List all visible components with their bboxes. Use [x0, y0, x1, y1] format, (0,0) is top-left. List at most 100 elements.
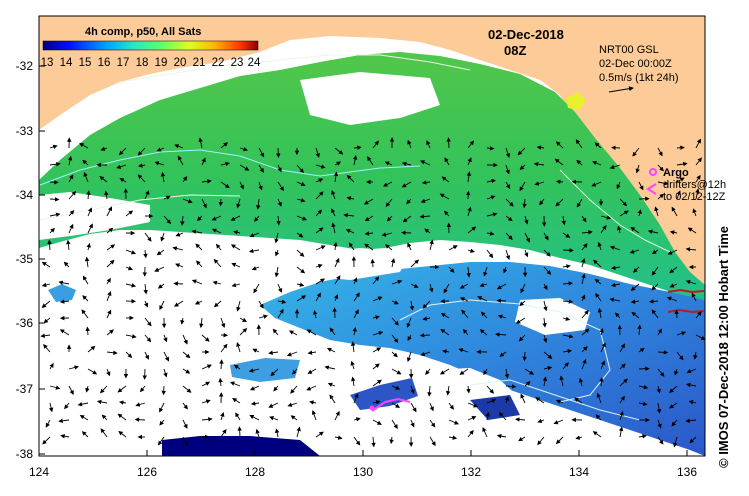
current-vector: [539, 198, 545, 206]
current-vector: [201, 334, 210, 342]
current-vector: [669, 266, 678, 274]
current-vector: [315, 278, 325, 285]
current-vector: [272, 328, 279, 336]
current-vector: [692, 208, 697, 217]
current-vector: [307, 350, 317, 355]
current-vector: [576, 198, 583, 208]
current-vector: [594, 142, 602, 149]
current-vector: [536, 145, 545, 150]
current-vector: [231, 282, 241, 288]
isotherm: [559, 169, 671, 253]
sst-warm-region: [39, 52, 705, 300]
current-vector: [619, 378, 628, 387]
current-vector: [236, 198, 241, 209]
current-vector: [157, 283, 165, 289]
current-vector: [236, 342, 241, 353]
current-vector: [87, 368, 98, 375]
current-vector: [517, 147, 526, 156]
current-vector: [480, 311, 488, 319]
colorbar-tick: 17: [117, 57, 130, 69]
current-vector: [353, 309, 359, 319]
current-vector: [48, 402, 54, 413]
current-vector: [79, 415, 89, 421]
current-vector: [424, 228, 431, 234]
current-vector: [201, 399, 211, 404]
current-vector: [429, 436, 436, 447]
lat-label: -34: [16, 188, 34, 202]
current-vector: [669, 402, 678, 409]
current-vector: [143, 249, 148, 259]
current-vector: [220, 412, 225, 421]
current-vector: [201, 198, 207, 209]
current-vector: [609, 297, 621, 303]
current-vector: [353, 145, 362, 150]
current-vector: [574, 397, 583, 404]
current-vector: [428, 283, 434, 293]
current-vector: [273, 385, 279, 392]
current-vector: [182, 368, 191, 374]
current-vector: [555, 198, 564, 207]
current-vector: [426, 140, 431, 149]
current-vector: [553, 419, 564, 425]
current-vector: [195, 260, 203, 268]
current-vector: [467, 140, 475, 149]
current-vector: [277, 164, 282, 173]
current-vector: [41, 300, 51, 308]
current-vector: [306, 329, 317, 336]
cloud-gap: [430, 368, 520, 405]
current-vector: [43, 344, 51, 353]
current-vector: [59, 299, 70, 304]
current-vector: [211, 215, 222, 221]
current-vector: [638, 181, 644, 191]
current-vector: [163, 351, 170, 362]
current-vector: [287, 402, 298, 407]
current-vector: [239, 146, 248, 152]
current-vector: [667, 249, 678, 255]
current-vector: [372, 347, 382, 353]
current-vector: [334, 275, 341, 285]
current-vector: [505, 215, 513, 222]
current-vector: [543, 232, 549, 241]
current-vector: [334, 147, 344, 155]
current-vector: [191, 229, 203, 235]
current-vector: [182, 198, 193, 204]
current-vector: [391, 334, 399, 344]
current-vector: [239, 327, 248, 336]
current-vector: [486, 195, 496, 200]
lon-label: 128: [245, 465, 265, 479]
current-vector: [651, 283, 659, 291]
current-vector: [306, 385, 317, 391]
current-vector: [518, 334, 526, 342]
current-vector: [505, 164, 510, 175]
current-vector: [296, 232, 304, 238]
current-vector: [467, 248, 475, 253]
current-vector: [125, 351, 133, 359]
current-vector: [599, 377, 604, 387]
current-vector: [353, 393, 359, 404]
map-time: 08Z: [504, 43, 526, 58]
current-vector: [249, 385, 260, 391]
current-vector: [159, 402, 165, 413]
current-vector: [581, 294, 586, 302]
current-vector: [555, 141, 564, 149]
current-vector: [581, 230, 593, 235]
current-vector: [233, 230, 241, 235]
lon-label: 136: [677, 465, 697, 479]
current-vector: [350, 341, 356, 353]
current-vector: [269, 416, 279, 421]
current-vector: [49, 197, 60, 202]
current-vector: [448, 245, 458, 251]
colorbar: 4h comp, p50, All Sats 13 14 15 16 17 18…: [41, 26, 261, 69]
current-vector: [524, 381, 531, 387]
drifter-track: [667, 288, 705, 294]
current-vector: [391, 385, 401, 390]
current-vector: [372, 296, 383, 302]
current-vector: [562, 281, 573, 286]
current-vector: [524, 215, 529, 225]
current-vector: [315, 191, 324, 200]
current-vector: [503, 266, 508, 274]
current-vector: [467, 402, 479, 408]
current-vector: [638, 347, 645, 353]
current-vector: [329, 394, 336, 404]
current-vector: [117, 385, 127, 393]
